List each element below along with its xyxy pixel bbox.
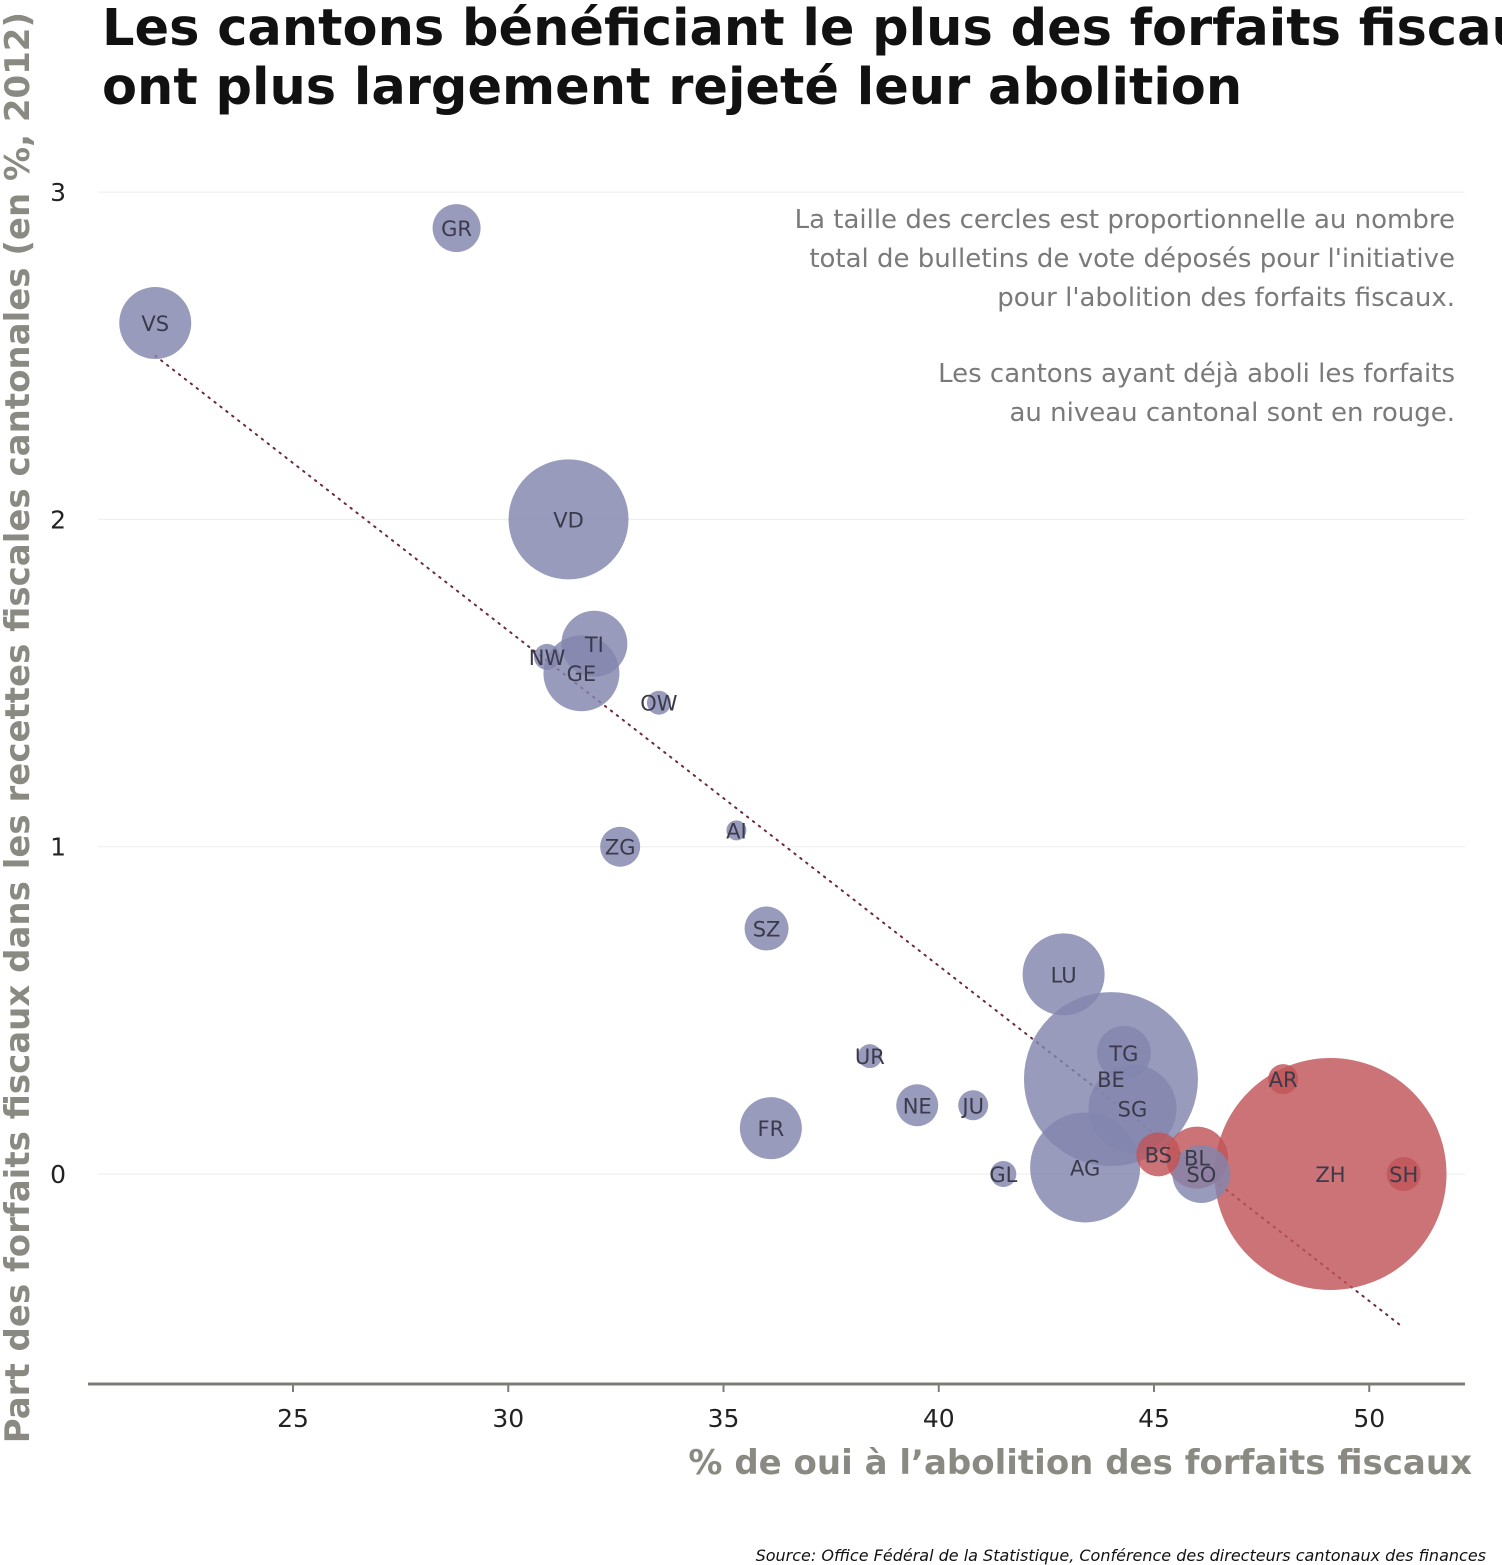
bubble-label-vs: VS — [141, 312, 169, 336]
bubble-ow — [646, 690, 671, 715]
bubble-label-ag: AG — [1070, 1156, 1100, 1180]
bubble-label-ow: OW — [640, 692, 678, 716]
bubble-ar — [1268, 1064, 1299, 1095]
x-axis-label: % de oui à l’abolition des forfaits fisc… — [688, 1443, 1472, 1483]
bubble-label-sz: SZ — [753, 918, 781, 942]
y-tick-label: 1 — [50, 833, 66, 862]
bubble-fr — [739, 1097, 802, 1160]
bubble-label-tg: TG — [1108, 1042, 1138, 1066]
y-tick-label: 2 — [50, 505, 66, 534]
bubble-label-vd: VD — [553, 508, 584, 532]
trend-line-group — [154, 354, 1405, 1329]
bubble-label-bs: BS — [1145, 1143, 1172, 1167]
bubble-label-be: BE — [1097, 1068, 1125, 1092]
x-tick-label: 50 — [1353, 1404, 1385, 1433]
bubble-gr — [432, 204, 481, 253]
bubble-nw — [533, 643, 560, 670]
bubble-label-ju: JU — [960, 1094, 984, 1118]
bubble-label-ne: NE — [903, 1094, 932, 1118]
x-tick-label: 30 — [492, 1404, 524, 1433]
bubble-zh — [1214, 1058, 1447, 1290]
bubble-label-gl: GL — [989, 1163, 1017, 1187]
bubble-ai — [726, 820, 747, 841]
bubble-label-gr: GR — [441, 217, 472, 241]
bubble-lu — [1022, 933, 1105, 1016]
x-tick-label: 25 — [277, 1404, 309, 1433]
x-tick-label: 35 — [708, 1404, 740, 1433]
bubble-label-zh: ZH — [1315, 1163, 1345, 1187]
chart-title-line-1: Les cantons bénéficiant le plus des forf… — [102, 0, 1502, 58]
annotation-line-4: Les cantons ayant déjà aboli les forfait… — [938, 359, 1455, 389]
bubble-sg — [1088, 1064, 1177, 1153]
bubble-ju — [958, 1090, 989, 1121]
bubble-label-sh: SH — [1389, 1163, 1418, 1187]
bubble-vd — [508, 459, 629, 580]
bubble-ne — [896, 1084, 939, 1127]
bubble-label-ti: TI — [584, 633, 604, 657]
bubble-zg — [600, 826, 641, 867]
size-legend-annotation: La taille des cercles est proportionnell… — [795, 205, 1455, 428]
x-tick-label: 40 — [923, 1404, 955, 1433]
annotation-line-5: au niveau cantonal sont en rouge. — [1009, 398, 1455, 428]
y-tick-label: 0 — [50, 1160, 66, 1189]
annotation-line-1: La taille des cercles est proportionnell… — [795, 205, 1455, 235]
bubble-label-ge: GE — [567, 662, 597, 686]
x-tick-label: 45 — [1138, 1404, 1170, 1433]
y-tick-label: 3 — [50, 178, 66, 207]
source-note: Source: Office Fédéral de la Statistique… — [756, 1546, 1486, 1565]
bubble-sh — [1386, 1157, 1421, 1191]
bubble-label-sg: SG — [1118, 1098, 1148, 1122]
grid — [98, 191, 1465, 1175]
bubbles — [119, 204, 1447, 1290]
bubble-label-lu: LU — [1051, 963, 1077, 987]
bubble-label-zg: ZG — [605, 836, 636, 860]
bubble-gl — [990, 1161, 1017, 1187]
bubble-label-bl: BL — [1184, 1147, 1210, 1171]
x-ticks: 25 30 35 40 45 50 — [277, 1384, 1385, 1433]
y-ticks: 0 1 2 3 — [50, 178, 66, 1189]
bubble-so — [1172, 1145, 1231, 1203]
bubble-vs — [119, 287, 192, 360]
bubble-label-ar: AR — [1269, 1068, 1298, 1092]
bubble-label-ur: UR — [855, 1045, 885, 1069]
bubble-label-fr: FR — [758, 1117, 785, 1141]
bubble-sz — [744, 906, 789, 951]
annotation-line-3: pour l'abolition des forfaits fiscaux. — [997, 283, 1455, 313]
chart-title-line-2: ont plus largement rejeté leur abolition — [102, 58, 1242, 117]
y-axis-label: Part des forfaits fiscaux dans les recet… — [0, 12, 38, 1443]
bubble-label-nw: NW — [529, 646, 566, 670]
bubble-ur — [857, 1044, 882, 1069]
bubble-ti — [561, 610, 628, 677]
bubble-bs — [1136, 1132, 1181, 1177]
bubble-label-so: SO — [1186, 1163, 1216, 1187]
bubble-tg — [1096, 1025, 1151, 1080]
annotation-line-2: total de bulletins de vote déposés pour … — [809, 244, 1455, 274]
trend-line — [154, 354, 1405, 1329]
bubble-label-ai: AI — [726, 819, 747, 843]
